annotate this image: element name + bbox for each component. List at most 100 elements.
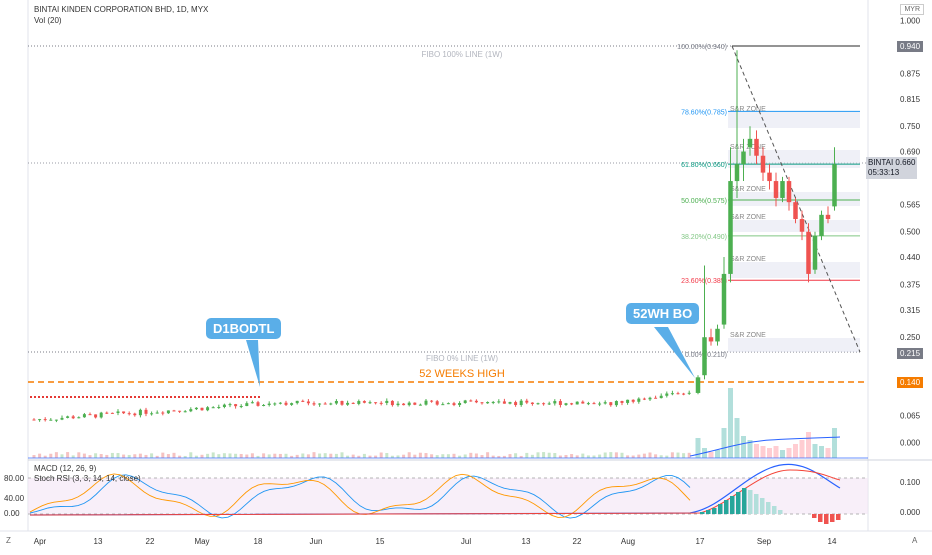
candle-body[interactable] bbox=[469, 400, 473, 402]
candle-body[interactable] bbox=[88, 414, 92, 416]
candle-body[interactable] bbox=[38, 419, 42, 421]
candle-body[interactable] bbox=[741, 151, 746, 165]
candle-body[interactable] bbox=[49, 419, 53, 421]
candle-body[interactable] bbox=[754, 138, 759, 156]
candle-body[interactable] bbox=[194, 407, 198, 410]
fib-trend-line[interactable] bbox=[731, 45, 861, 353]
candle-body[interactable] bbox=[239, 406, 243, 408]
candle-body[interactable] bbox=[334, 400, 338, 404]
candle-body[interactable] bbox=[284, 402, 288, 405]
candle-body[interactable] bbox=[793, 202, 798, 220]
candle-body[interactable] bbox=[116, 411, 120, 413]
candle-body[interactable] bbox=[323, 403, 327, 405]
candle-body[interactable] bbox=[262, 405, 266, 407]
candle-body[interactable] bbox=[60, 417, 64, 420]
candle-body[interactable] bbox=[695, 377, 701, 393]
candle-body[interactable] bbox=[127, 413, 131, 415]
stoch-legend[interactable]: Stoch RSI (3, 3, 14, 14, close) bbox=[34, 474, 141, 483]
callout-d1bodtl[interactable]: D1BODTL bbox=[206, 318, 282, 339]
candle-body[interactable] bbox=[278, 402, 282, 404]
candle-body[interactable] bbox=[519, 400, 523, 406]
candle-body[interactable] bbox=[172, 410, 176, 412]
candle-body[interactable] bbox=[379, 402, 383, 404]
candle-body[interactable] bbox=[832, 164, 837, 207]
candle-body[interactable] bbox=[99, 412, 103, 418]
candle-body[interactable] bbox=[43, 419, 47, 421]
candle-body[interactable] bbox=[150, 413, 154, 415]
candle-body[interactable] bbox=[530, 402, 534, 405]
candle-body[interactable] bbox=[799, 219, 805, 232]
candle-body[interactable] bbox=[786, 181, 792, 203]
candle-body[interactable] bbox=[318, 403, 322, 405]
candle-body[interactable] bbox=[502, 401, 506, 404]
candle-body[interactable] bbox=[514, 402, 518, 406]
candle-body[interactable] bbox=[620, 401, 624, 403]
candle-body[interactable] bbox=[767, 172, 772, 182]
candle-body[interactable] bbox=[441, 404, 445, 406]
candle-body[interactable] bbox=[178, 410, 182, 412]
candle-body[interactable] bbox=[676, 393, 680, 395]
candle-body[interactable] bbox=[133, 413, 137, 416]
candle-body[interactable] bbox=[687, 392, 691, 394]
current-price-tag[interactable]: BINTAI 0.660 05:33:13 bbox=[866, 157, 918, 179]
candle-body[interactable] bbox=[497, 401, 501, 403]
candle-body[interactable] bbox=[631, 399, 635, 402]
macd-legend[interactable]: MACD (12, 26, 9) bbox=[34, 464, 97, 473]
candle-body[interactable] bbox=[525, 400, 529, 403]
candle-body[interactable] bbox=[362, 401, 366, 403]
candle-body[interactable] bbox=[273, 403, 277, 405]
candle-body[interactable] bbox=[614, 401, 618, 406]
candle-body[interactable] bbox=[721, 273, 727, 325]
candle-body[interactable] bbox=[110, 412, 114, 414]
candle-body[interactable] bbox=[542, 403, 546, 405]
candle-body[interactable] bbox=[558, 401, 562, 405]
candle-body[interactable] bbox=[819, 214, 824, 236]
callout-52wh-bo[interactable]: 52WH BO bbox=[626, 303, 700, 324]
candle-body[interactable] bbox=[155, 412, 159, 414]
candle-body[interactable] bbox=[806, 231, 811, 274]
candle-body[interactable] bbox=[306, 401, 310, 404]
candle-body[interactable] bbox=[54, 419, 58, 421]
candle-body[interactable] bbox=[357, 401, 361, 404]
log-scale-toggle[interactable]: Z bbox=[6, 536, 11, 545]
candle-body[interactable] bbox=[430, 400, 434, 402]
candle-body[interactable] bbox=[553, 401, 557, 404]
candle-body[interactable] bbox=[486, 402, 490, 404]
candle-body[interactable] bbox=[825, 214, 831, 220]
candle-body[interactable] bbox=[222, 404, 226, 408]
candle-body[interactable] bbox=[715, 328, 720, 342]
candle-body[interactable] bbox=[682, 393, 686, 395]
candle-body[interactable] bbox=[200, 407, 204, 411]
candle-body[interactable] bbox=[340, 400, 344, 405]
candle-body[interactable] bbox=[402, 403, 406, 406]
candle-body[interactable] bbox=[452, 403, 456, 406]
candle-body[interactable] bbox=[245, 403, 249, 407]
candle-body[interactable] bbox=[581, 401, 585, 404]
candle-body[interactable] bbox=[94, 414, 98, 418]
candle-body[interactable] bbox=[250, 402, 254, 404]
candle-body[interactable] bbox=[228, 404, 232, 406]
symbol-title[interactable]: BINTAI KINDEN CORPORATION BHD, 1D, MYX bbox=[34, 5, 209, 14]
candle-body[interactable] bbox=[536, 403, 540, 405]
candle-body[interactable] bbox=[234, 404, 238, 407]
auto-scale-toggle[interactable]: A bbox=[912, 536, 918, 545]
candlesticks[interactable] bbox=[32, 50, 837, 423]
candle-body[interactable] bbox=[642, 398, 646, 400]
candle-body[interactable] bbox=[480, 402, 484, 404]
candle-body[interactable] bbox=[189, 409, 193, 412]
candle-body[interactable] bbox=[295, 400, 299, 404]
candle-body[interactable] bbox=[659, 395, 663, 399]
candle-body[interactable] bbox=[211, 407, 215, 409]
candle-body[interactable] bbox=[138, 409, 142, 416]
candle-body[interactable] bbox=[346, 402, 350, 405]
candle-body[interactable] bbox=[385, 400, 389, 403]
candle-body[interactable] bbox=[312, 403, 316, 405]
candle-body[interactable] bbox=[424, 400, 428, 405]
candle-body[interactable] bbox=[32, 419, 36, 421]
candle-body[interactable] bbox=[463, 400, 467, 404]
candle-body[interactable] bbox=[702, 337, 707, 376]
candle-body[interactable] bbox=[728, 181, 733, 274]
candle-body[interactable] bbox=[446, 403, 450, 405]
